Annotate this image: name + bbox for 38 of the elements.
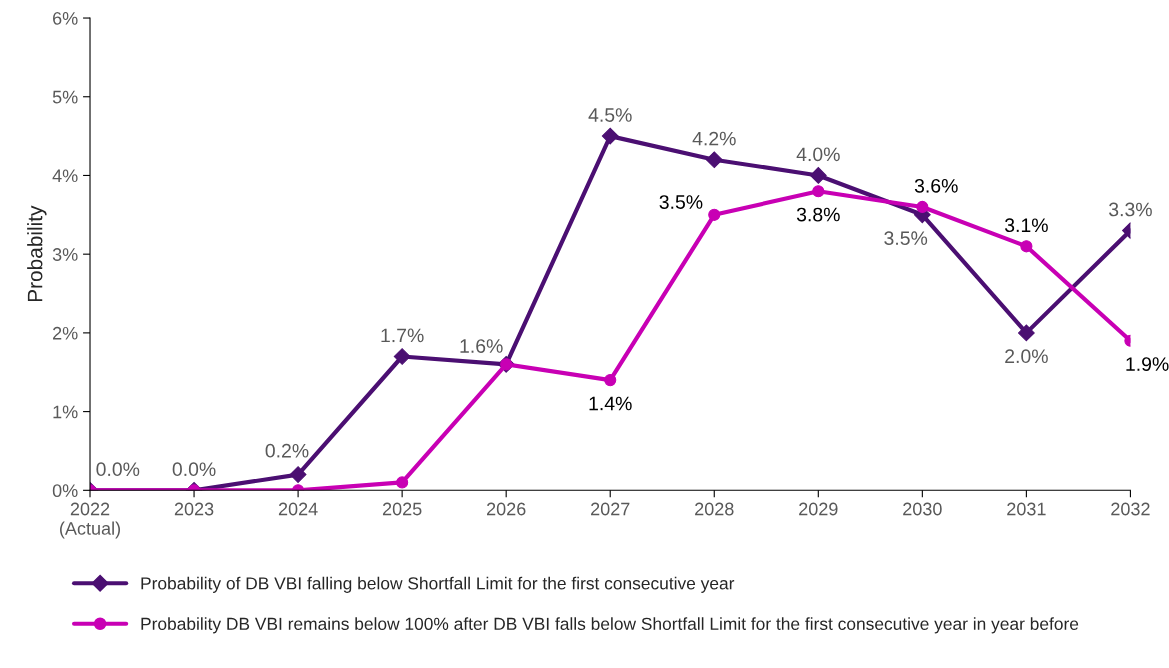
data-label: 4.2% <box>692 131 736 146</box>
data-label: 0.0% <box>172 462 216 477</box>
x-tick-label: 2030 <box>903 502 942 516</box>
x-tick-label: 2025 <box>382 502 422 516</box>
x-tick-label: 2028 <box>695 502 734 516</box>
y-tick-label: 1% <box>53 405 78 419</box>
legend-label: Probability of DB VBI falling below Shortfall Limit for the first consecutive year <box>141 576 735 593</box>
x-tick-label: 2023 <box>174 502 214 516</box>
y-tick-label: 6% <box>53 11 78 25</box>
x-tick-label: 2026 <box>487 502 526 516</box>
data-label: 3.1% <box>1004 218 1048 233</box>
data-label: 4.5% <box>588 108 632 122</box>
y-tick-label: 2% <box>53 326 78 340</box>
data-label: 3.6% <box>914 178 958 193</box>
data-label: 1.9% <box>1126 357 1169 371</box>
x-tick-label: 2022 (Actual) <box>60 502 120 539</box>
x-tick-label: 2029 <box>799 502 838 516</box>
data-label: 2.0% <box>1005 349 1048 364</box>
data-label: 3.5% <box>884 231 928 246</box>
x-tick-label: 2031 <box>1007 502 1046 516</box>
y-tick-label: 5% <box>52 90 78 104</box>
data-label: 3.3% <box>1109 202 1152 217</box>
data-label: 1.6% <box>460 339 503 353</box>
y-tick-label: 3% <box>52 248 78 261</box>
y-axis-title: Probability <box>27 205 47 302</box>
data-label: 1.4% <box>589 396 632 411</box>
data-label: 0.2% <box>265 443 309 458</box>
y-tick-label: 4% <box>52 169 78 183</box>
data-label: 3.5% <box>659 195 703 209</box>
data-label: 1.7% <box>381 328 424 343</box>
y-tick-label: 0% <box>52 484 78 498</box>
data-label: 0.0% <box>96 462 140 477</box>
legend-label: Probability DB VBI remains below 100% after DB VBI falls below Shortfall Limit for the first consecutive year in year before <box>141 617 1079 634</box>
data-label: 3.8% <box>796 207 840 222</box>
x-tick-label: 2024 <box>278 502 318 516</box>
data-label: 4.0% <box>796 147 840 162</box>
x-tick-label: 2032 <box>1111 502 1150 516</box>
x-tick-label: 2027 <box>591 502 630 516</box>
